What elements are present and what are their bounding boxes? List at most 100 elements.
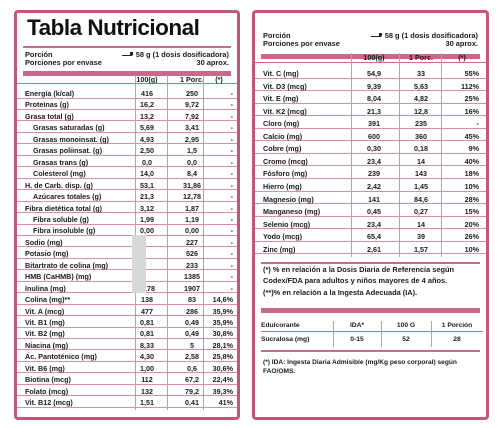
table-header-row: 100(g) 1 Porc. (*): [17, 75, 237, 85]
nutrient-name: Ác. Pantoténico (mg): [25, 352, 97, 362]
portion-info: Porción 58 g (1 dosis dosificadora) Porc…: [25, 50, 229, 70]
sweetener-row: Sucralosa (mg) 0-15 52 28: [261, 333, 483, 346]
nutrition-table-right: Porción 58 g (1 dosis dosificadora) Porc…: [252, 10, 489, 420]
value-porc: 4,82: [414, 94, 428, 104]
table-row: Vit. K2 (mcg) 21,3 12,8 16%: [255, 107, 486, 117]
nutrient-name: Folato (mcg): [25, 386, 69, 396]
value-dd: 25,8%: [212, 352, 233, 362]
table-row: Vit. B12 (mcg) 1,51 0,41 41%: [17, 398, 237, 408]
nutrient-name: Vit. B6 (mg): [25, 363, 65, 373]
table-row: Fibra dietética total (g) 3,12 1,87 -: [17, 204, 237, 214]
nutrient-name: Proteínas (g): [25, 100, 69, 110]
value-porc: 12,78: [183, 192, 201, 202]
value-c100: 600: [368, 131, 380, 141]
value-c100: 53,1: [140, 180, 154, 190]
table-row: Calcio (mg) 600 360 45%: [255, 132, 486, 142]
nutrient-name: Hierro (mg): [263, 181, 302, 191]
value-porc: 235: [415, 119, 427, 129]
nutrient-name: Fibra insoluble (g): [33, 226, 96, 236]
table-row: Azúcares totales (g) 21,3 12,78 -: [17, 192, 237, 202]
value-porc: 1385: [184, 272, 200, 282]
value-dd: 112%: [461, 81, 479, 91]
value-c100: 2,50: [140, 146, 154, 156]
value-c100: 0,0: [142, 157, 152, 167]
value-porc: 84,6: [414, 194, 428, 204]
nutrient-name: Vit. K2 (mcg): [263, 106, 307, 116]
value-dd: -: [476, 119, 479, 129]
nutrient-name: Grasas saturadas (g): [33, 123, 105, 133]
100g-value: 52: [402, 336, 410, 343]
nutrient-name: Grasas trans (g): [33, 157, 89, 167]
value-dd: 22,4%: [212, 375, 233, 385]
portions-label-right: Porciones por envase: [263, 39, 340, 48]
value-dd: 41%: [218, 398, 233, 408]
footnote-dd: (*) % en relación a la Dosis Diaria de R…: [263, 265, 454, 285]
nutrient-name: Cromo (mcg): [263, 156, 308, 166]
sweetener-top-rule: [261, 308, 480, 313]
portion-value: 58 g (1 dosis dosificadora): [121, 50, 229, 59]
table-row: Zinc (mg) 2,61 1,57 10%: [255, 245, 486, 255]
value-dd: 45%: [464, 131, 479, 141]
nutrient-name: Vit. D3 (mcg): [263, 81, 307, 91]
header-c100: 100(g): [363, 53, 385, 63]
table-row: Folato (mcg) 132 79,2 39,3%: [17, 387, 237, 397]
value-dd: 35,9%: [212, 318, 233, 327]
table-row: Bitartrato de colina (mg) 233 -: [17, 261, 237, 271]
footnote-ia: (**)% en relación a la Ingesta Adecuada …: [263, 288, 418, 297]
value-porc: 67,2: [185, 375, 199, 385]
value-c100: 4,93: [140, 134, 154, 144]
nutrient-name: Fósforo (mg): [263, 169, 308, 179]
value-c100: 21,3: [140, 192, 154, 202]
value-porc: 3,41: [185, 123, 199, 133]
value-c100: 2,61: [367, 244, 381, 254]
value-c100: 112: [141, 375, 153, 385]
table-row: Vit. B6 (mg) 1,00 0,6 30,6%: [17, 364, 237, 374]
nutrient-name: Azúcares totales (g): [33, 192, 102, 202]
ida-note: (*) IDA: Ingesta Diaria Admisible (mg/Kg…: [263, 359, 457, 375]
table-row: Fibra soluble (g) 1,99 1,19 -: [17, 215, 237, 225]
value-c100: 477: [141, 306, 153, 316]
value-dd: -: [230, 214, 233, 224]
table-header-row: 100(g) 1 Porc. (*): [255, 53, 486, 64]
table-row: Vit. B1 (mg) 0,81 0,49 35,9%: [17, 318, 237, 328]
sweetener-name: Sucralosa (mg): [261, 336, 310, 343]
nutrient-name: Vit. B1 (mg): [25, 318, 65, 327]
nutrient-name: Grasas monoinsat. (g): [33, 134, 109, 144]
table-row: H. de Carb. disp. (g) 53,1 31,86 -: [17, 181, 237, 191]
value-c100: 0,30: [367, 144, 381, 154]
value-c100: 3178: [139, 283, 155, 293]
value-porc: 233: [186, 260, 198, 270]
ida-value: 0-15: [350, 336, 364, 343]
value-dd: 35,9%: [212, 306, 233, 316]
value-c100: 239: [368, 169, 380, 179]
header-dd: (*): [215, 74, 223, 84]
nutrient-name: Bitartrato de colina (mg): [25, 260, 109, 270]
value-porc: 0,49: [185, 318, 199, 327]
table-row: Cloro (mg) 391 235 -: [255, 119, 486, 129]
header-c100: 100(g): [136, 74, 158, 84]
sweetener-header: Edulcorante: [261, 322, 300, 329]
value-c100: 16,2: [140, 100, 154, 110]
value-dd: -: [230, 226, 233, 236]
portion-label-right: Porción: [263, 31, 291, 40]
table-row: Grasa total (g) 13,2 7,92 -: [17, 112, 237, 122]
value-porc: 1,87: [185, 203, 199, 213]
value-porc: 1907: [184, 283, 200, 293]
nutrient-name: Colina (mg)**: [25, 295, 71, 305]
table-row: Sodio (mg) 227 -: [17, 238, 237, 248]
value-dd: -: [230, 260, 233, 270]
portion-info-right: Porción 58 g (1 dosis dosificadora) Porc…: [263, 31, 478, 51]
nutrient-name: Cloro (mg): [263, 119, 300, 129]
nutrient-name: Grasas poliinsat. (g): [33, 146, 103, 156]
nutrient-name: Grasa total (g): [25, 111, 74, 121]
table-row: Vit. E (mg) 8,04 4,82 25%: [255, 94, 486, 104]
redacted-values: [132, 235, 146, 293]
value-dd: -: [230, 180, 233, 190]
nutrient-name: Fibra soluble (g): [33, 214, 89, 224]
nutrient-name: Zinc (mg): [263, 244, 296, 254]
value-c100: 1,99: [140, 214, 154, 224]
value-porc: 286: [186, 306, 198, 316]
portions-value-right: 30 aprox.: [445, 39, 478, 48]
table-row: Biotina (mcg) 112 67,2 22,4%: [17, 375, 237, 385]
value-dd: -: [230, 203, 233, 213]
